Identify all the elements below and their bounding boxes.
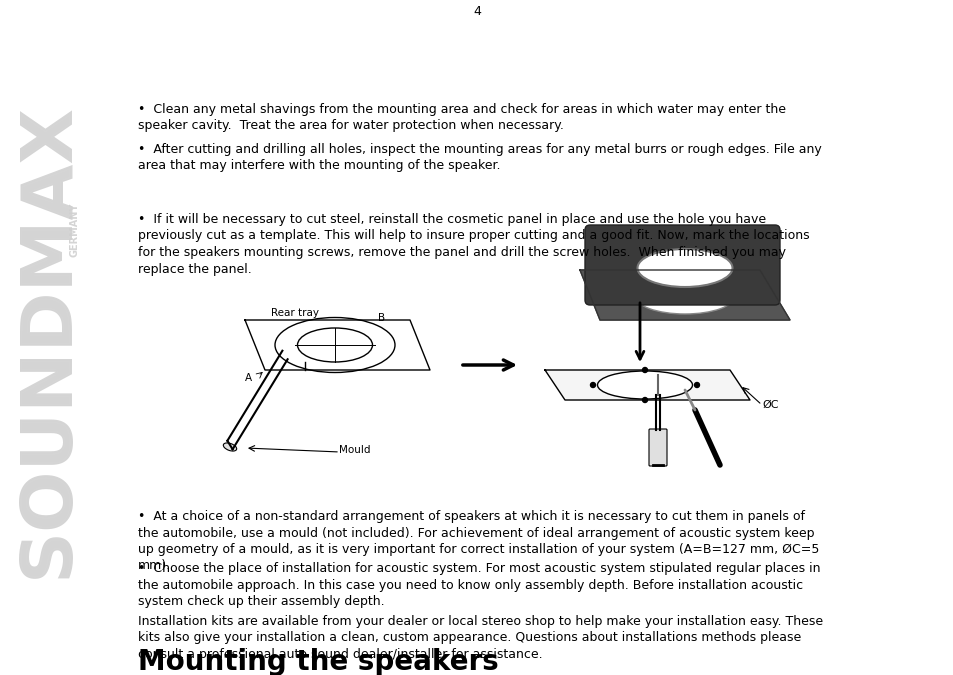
Circle shape: [590, 383, 595, 387]
Ellipse shape: [635, 278, 734, 314]
Circle shape: [694, 383, 699, 387]
Text: Rear tray: Rear tray: [271, 308, 318, 318]
Ellipse shape: [223, 443, 236, 451]
Text: A: A: [245, 373, 252, 383]
FancyBboxPatch shape: [648, 429, 666, 466]
Text: •  At a choice of a non-standard arrangement of speakers at which it is necessar: • At a choice of a non-standard arrangem…: [138, 510, 819, 572]
Text: •  Choose the place of installation for acoustic system. For most acoustic syste: • Choose the place of installation for a…: [138, 562, 820, 608]
Polygon shape: [544, 370, 749, 400]
Text: ØC: ØC: [761, 400, 778, 410]
Text: B: B: [378, 313, 385, 323]
Text: SOUNDMAX: SOUNDMAX: [13, 102, 82, 578]
Text: •  After cutting and drilling all holes, inspect the mounting areas for any meta: • After cutting and drilling all holes, …: [138, 143, 821, 173]
Text: Mould: Mould: [339, 445, 371, 455]
Polygon shape: [245, 320, 430, 370]
Text: Installation kits are available from your dealer or local stereo shop to help ma: Installation kits are available from you…: [138, 615, 822, 661]
Text: 4: 4: [473, 5, 480, 18]
Polygon shape: [579, 270, 789, 320]
FancyBboxPatch shape: [584, 225, 780, 305]
Ellipse shape: [637, 249, 732, 287]
Circle shape: [641, 367, 647, 373]
Text: Mounting the speakers: Mounting the speakers: [138, 648, 498, 675]
Text: •  If it will be necessary to cut steel, reinstall the cosmetic panel in place a: • If it will be necessary to cut steel, …: [138, 213, 809, 275]
Text: •  Clean any metal shavings from the mounting area and check for areas in which : • Clean any metal shavings from the moun…: [138, 103, 785, 132]
Circle shape: [641, 398, 647, 402]
Ellipse shape: [597, 371, 692, 399]
Text: GERMANY: GERMANY: [70, 202, 80, 257]
